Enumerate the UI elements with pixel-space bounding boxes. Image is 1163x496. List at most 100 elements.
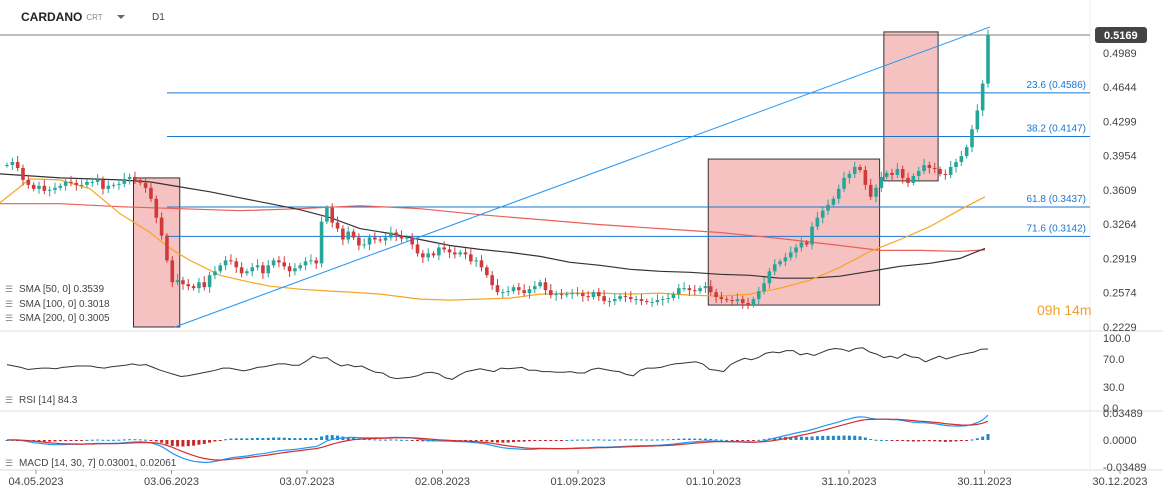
macd-histogram-bar: [581, 439, 585, 441]
candle-body: [623, 296, 628, 298]
macd-histogram-bar: [410, 440, 414, 441]
candle-body: [602, 296, 606, 302]
candle-body: [644, 301, 649, 303]
candle-body: [501, 292, 505, 294]
timeframe-selector[interactable]: D1: [152, 9, 165, 25]
candle-body: [596, 292, 601, 297]
candle-body: [618, 296, 622, 300]
macd-histogram-bar: [591, 439, 595, 441]
menu-icon: ☰: [5, 395, 14, 405]
candle-body: [549, 290, 553, 296]
macd-histogram-bar: [533, 440, 537, 441]
candle-body: [479, 260, 484, 268]
highlight-box: [883, 31, 939, 182]
rsi-tick-label: 100.0: [1103, 333, 1131, 345]
macd-histogram-bar: [949, 440, 953, 442]
macd-signal-line: [7, 418, 989, 461]
candle-body: [175, 280, 180, 283]
candle-body: [351, 231, 356, 238]
price-tick-label: 0.4989: [1103, 48, 1137, 60]
macd-histogram-bar: [730, 440, 734, 441]
rsi-tick-label: 0.0: [1103, 403, 1118, 415]
candle-body: [820, 210, 825, 218]
candle-body: [463, 252, 468, 255]
macd-histogram-bar: [698, 438, 702, 440]
candle-body: [453, 252, 457, 255]
legend-sma200[interactable]: ☰ SMA [200, 0] 0.3005: [5, 313, 110, 324]
candle-body: [426, 253, 430, 258]
macd-histogram-bar: [42, 440, 46, 442]
candle-body: [74, 182, 79, 185]
macd-histogram-bar: [330, 435, 334, 440]
macd-histogram-bar: [602, 439, 606, 441]
macd-histogram-bar: [677, 438, 681, 440]
menu-icon: ☰: [5, 299, 14, 309]
legend-sma100[interactable]: ☰ SMA [100, 0] 0.3018: [5, 299, 110, 310]
macd-histogram-bar: [69, 440, 73, 441]
macd-histogram-bar: [240, 438, 244, 440]
macd-histogram-bar: [277, 437, 281, 440]
candle-body: [314, 260, 319, 264]
candle-body: [708, 286, 713, 293]
candle-body: [538, 282, 542, 287]
candle-body: [836, 188, 841, 199]
candle-body: [53, 187, 57, 190]
macd-histogram-bar: [304, 437, 308, 440]
candle-body: [106, 185, 111, 189]
candle-body: [756, 291, 761, 300]
macd-histogram-bar: [293, 438, 297, 440]
candle-body: [612, 299, 617, 302]
legend-rsi-label: RSI [14] 84.3: [19, 395, 78, 406]
macd-histogram-bar: [842, 435, 846, 440]
macd-histogram-bar: [394, 439, 398, 441]
candle-body: [373, 237, 377, 240]
macd-histogram-bar: [224, 439, 228, 441]
macd-histogram-bar: [261, 438, 265, 440]
macd-histogram-bar: [565, 439, 569, 441]
macd-histogram-bar: [762, 439, 766, 441]
candle-body: [410, 237, 414, 245]
macd-histogram-bar: [922, 440, 926, 442]
candle-body: [575, 293, 580, 295]
macd-histogram-bar: [218, 440, 222, 441]
macd-histogram-bar: [517, 440, 521, 442]
macd-histogram-bar: [645, 439, 649, 441]
macd-tick-label: 0.03489: [1103, 408, 1143, 420]
candle-body: [970, 129, 974, 148]
symbol-selector[interactable]: CARDANO CRT: [21, 9, 125, 25]
candle-body: [554, 294, 558, 296]
candle-body: [298, 265, 303, 269]
candle-body: [127, 176, 132, 179]
candle-body: [362, 244, 367, 246]
candle-body: [458, 252, 462, 255]
candle-body: [330, 207, 335, 223]
candle-body: [389, 232, 393, 238]
candle-body: [341, 228, 345, 240]
candle-body: [346, 231, 351, 240]
macd-histogram-bar: [671, 439, 675, 441]
legend-sma50[interactable]: ☰ SMA [50, 0] 0.3539: [5, 284, 104, 295]
macd-histogram-bar: [511, 440, 515, 443]
candle-body: [767, 271, 772, 284]
macd-histogram-bar: [853, 435, 857, 440]
candle-body: [159, 217, 164, 236]
legend-rsi[interactable]: ☰ RSI [14] 84.3: [5, 395, 77, 406]
candle-body: [325, 207, 329, 222]
macd-histogram-bar: [160, 440, 164, 443]
candle-body: [655, 300, 660, 303]
candle-body: [357, 237, 361, 246]
candle-body: [650, 302, 654, 304]
candle-body: [239, 267, 244, 274]
time-tick-label: 04.05.2023: [8, 476, 63, 488]
candle-body: [223, 260, 228, 266]
candle-body: [31, 184, 36, 189]
candle-body: [938, 168, 942, 174]
legend-macd[interactable]: ☰ MACD [14, 30, 7] 0.03001, 0.02061: [5, 458, 176, 469]
macd-histogram-bar: [933, 440, 937, 442]
macd-histogram-bar: [965, 440, 969, 441]
macd-histogram-bar: [58, 440, 62, 442]
candle-body: [37, 185, 41, 189]
candle-body: [517, 287, 521, 291]
candle-body: [730, 300, 734, 302]
